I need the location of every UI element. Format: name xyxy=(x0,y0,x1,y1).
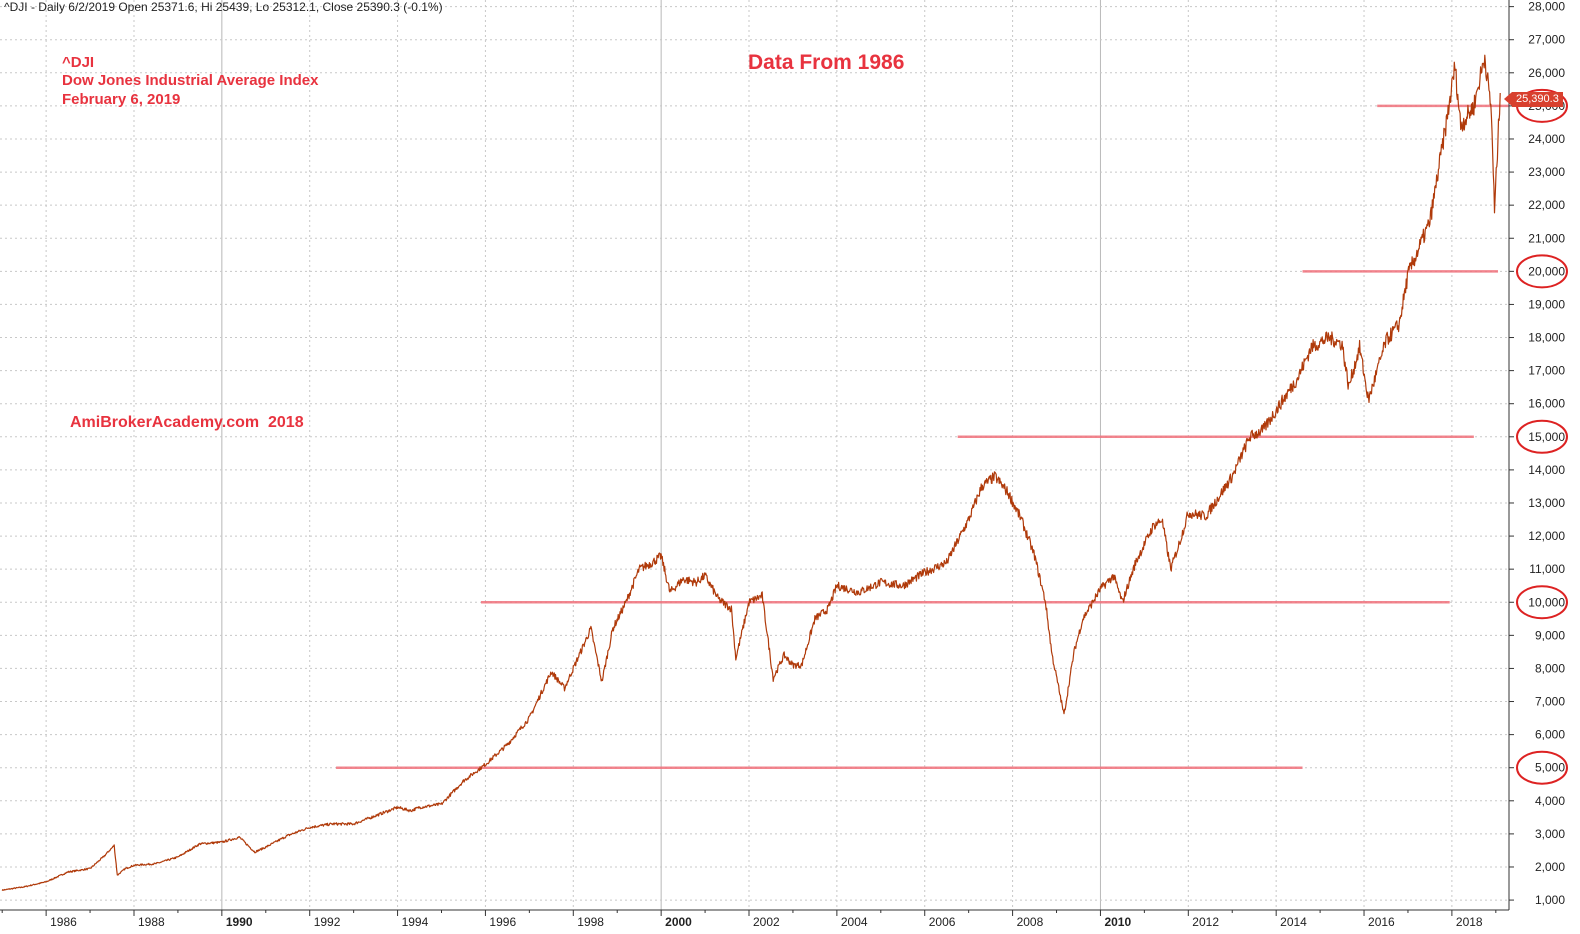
index-name-label: Dow Jones Industrial Average Index xyxy=(62,72,319,89)
x-tick-label: 1986 xyxy=(50,915,77,929)
x-tick-label: 2010 xyxy=(1104,915,1131,929)
x-tick-label: 2012 xyxy=(1192,915,1219,929)
price-series xyxy=(1,54,1501,891)
y-tick-label: 21,000 xyxy=(1528,231,1565,245)
y-tick-label: 2,000 xyxy=(1535,860,1565,874)
x-tick-label: 2016 xyxy=(1368,915,1395,929)
y-tick-label: 18,000 xyxy=(1528,331,1565,345)
last-price-tag: 25,390.3 xyxy=(1512,92,1563,107)
y-tick-label: 15,000 xyxy=(1528,430,1565,444)
y-tick-label: 4,000 xyxy=(1535,794,1565,808)
x-tick-label: 1988 xyxy=(138,915,165,929)
y-tick-label: 28,000 xyxy=(1528,0,1565,14)
x-tick-label: 2006 xyxy=(929,915,956,929)
tick-circle xyxy=(1516,254,1568,289)
y-tick-label: 11,000 xyxy=(1529,562,1565,576)
y-tick-label: 16,000 xyxy=(1528,397,1565,411)
y-tick-label: 27,000 xyxy=(1528,33,1565,47)
y-tick-label: 22,000 xyxy=(1528,198,1565,212)
x-tick-label: 2014 xyxy=(1280,915,1307,929)
y-tick-label: 12,000 xyxy=(1528,529,1565,543)
y-tick-label: 14,000 xyxy=(1528,463,1565,477)
watermark-label: AmiBrokerAcademy.com 2018 xyxy=(70,414,304,431)
x-tick-label: 1992 xyxy=(314,915,341,929)
y-tick-label: 1,000 xyxy=(1535,893,1565,907)
chart-header-info: ^DJI - Daily 6/2/2019 Open 25371.6, Hi 2… xyxy=(4,0,443,14)
x-tick-label: 1998 xyxy=(577,915,604,929)
x-tick-label: 2004 xyxy=(841,915,868,929)
y-tick-label: 5,000 xyxy=(1535,761,1565,775)
x-axis-ticks: 1986 1988 1990 1992 1994 1996 1998 2000 2002 2004… xyxy=(1,910,1497,929)
last-price-arrow xyxy=(1504,92,1512,106)
y-tick-label: 8,000 xyxy=(1535,661,1565,675)
x-tick-label: 2000 xyxy=(665,915,692,929)
horizontal-gridlines xyxy=(0,6,1509,901)
tick-circle xyxy=(1516,585,1568,620)
vertical-gridlines xyxy=(45,0,1453,910)
y-tick-label: 9,000 xyxy=(1535,628,1565,642)
date-label: February 6, 2019 xyxy=(62,91,181,108)
x-tick-label: 2008 xyxy=(1017,915,1044,929)
x-tick-label: 2002 xyxy=(753,915,780,929)
x-tick-label: 1990 xyxy=(226,915,253,929)
y-tick-label: 19,000 xyxy=(1528,297,1565,311)
level-circles xyxy=(1516,88,1568,785)
y-axis-ticks: 1,000 2,000 3,000 4,000 5,000 6,000 7,000 8,000… xyxy=(1509,0,1565,907)
y-tick-label: 7,000 xyxy=(1535,695,1565,709)
y-tick-label: 23,000 xyxy=(1528,165,1565,179)
tick-circle xyxy=(1516,750,1568,785)
chart-title: Data From 1986 xyxy=(748,51,905,74)
y-tick-label: 3,000 xyxy=(1535,827,1565,841)
price-line xyxy=(1,54,1501,891)
y-tick-label: 20,000 xyxy=(1528,264,1565,278)
y-tick-label: 24,000 xyxy=(1528,132,1565,146)
y-tick-label: 6,000 xyxy=(1535,728,1565,742)
y-tick-label: 26,000 xyxy=(1528,66,1565,80)
tick-circle xyxy=(1516,419,1568,454)
y-tick-label: 17,000 xyxy=(1528,364,1565,378)
y-tick-label: 13,000 xyxy=(1528,496,1565,510)
symbol-label: ^DJI xyxy=(62,54,95,71)
y-tick-label: 10,000 xyxy=(1528,595,1565,609)
x-tick-label: 1996 xyxy=(489,915,516,929)
x-tick-label: 1994 xyxy=(402,915,429,929)
support-resistance-levels xyxy=(336,104,1509,769)
x-tick-label: 2018 xyxy=(1456,915,1483,929)
axes xyxy=(0,0,1510,911)
